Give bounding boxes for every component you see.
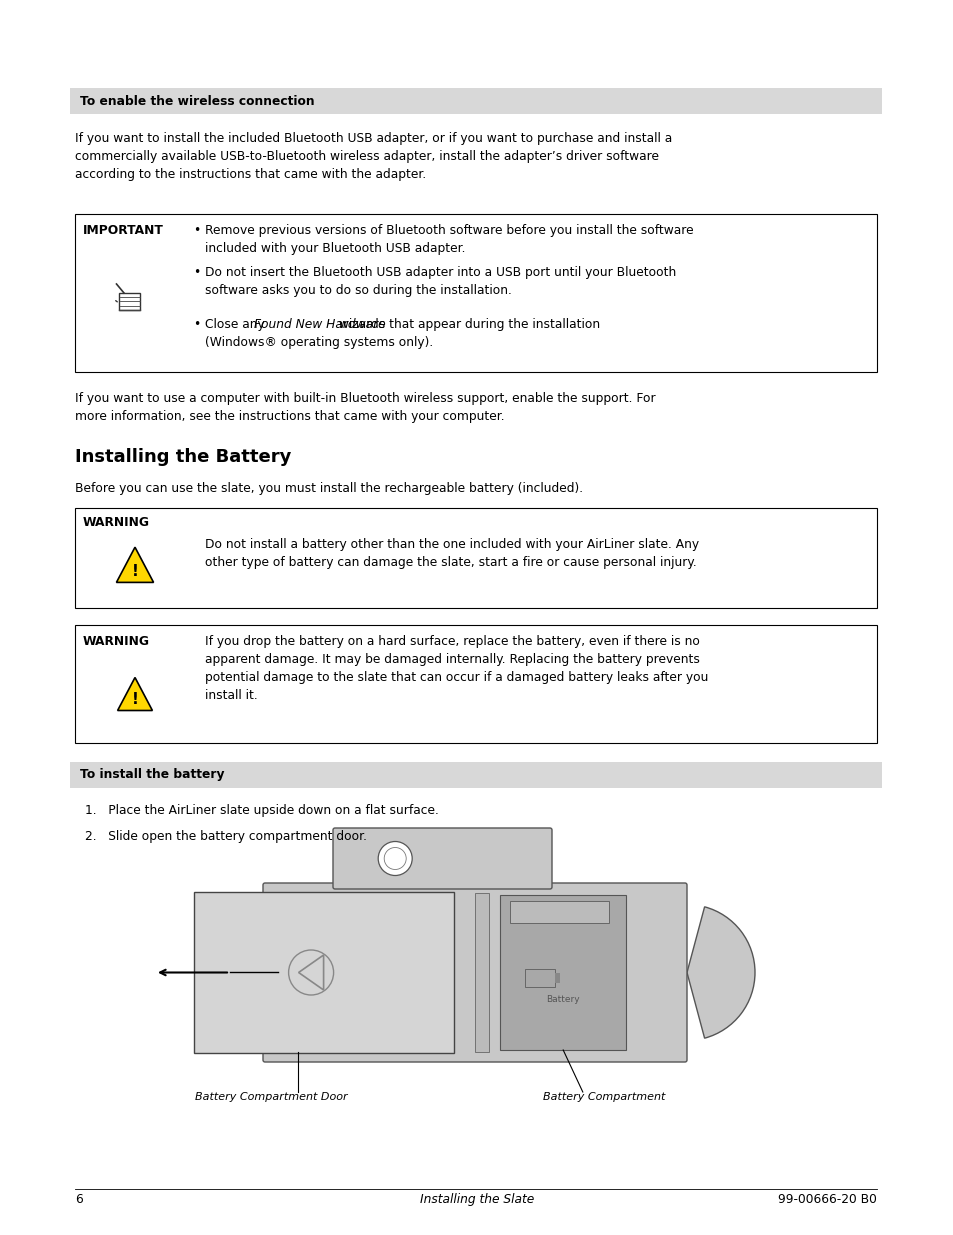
Text: Close any: Close any xyxy=(205,317,269,331)
Text: potential damage to the slate that can occur if a damaged battery leaks after yo: potential damage to the slate that can o… xyxy=(205,671,708,684)
Text: Installing the Battery: Installing the Battery xyxy=(75,448,291,466)
Text: 99-00666-20 B0: 99-00666-20 B0 xyxy=(778,1193,876,1207)
Bar xyxy=(555,973,559,983)
Bar xyxy=(75,508,876,608)
Wedge shape xyxy=(686,906,754,1039)
Text: more information, see the instructions that came with your computer.: more information, see the instructions t… xyxy=(75,410,504,424)
Text: 6: 6 xyxy=(75,1193,83,1207)
Polygon shape xyxy=(116,547,153,583)
Text: Do not install a battery other than the one included with your AirLiner slate. A: Do not install a battery other than the … xyxy=(205,538,699,551)
Text: Battery Compartment Door: Battery Compartment Door xyxy=(194,1092,347,1102)
Text: •: • xyxy=(193,266,200,279)
Text: •: • xyxy=(193,224,200,237)
Text: included with your Bluetooth USB adapter.: included with your Bluetooth USB adapter… xyxy=(205,242,465,254)
Text: If you want to use a computer with built-in Bluetooth wireless support, enable t: If you want to use a computer with built… xyxy=(75,391,655,405)
Text: WARNING: WARNING xyxy=(83,635,150,648)
Text: apparent damage. It may be damaged internally. Replacing the battery prevents: apparent damage. It may be damaged inter… xyxy=(205,653,700,666)
Text: 1.   Place the AirLiner slate upside down on a flat surface.: 1. Place the AirLiner slate upside down … xyxy=(85,804,438,818)
Text: according to the instructions that came with the adapter.: according to the instructions that came … xyxy=(75,168,426,182)
Text: !: ! xyxy=(132,693,138,708)
Text: To enable the wireless connection: To enable the wireless connection xyxy=(80,95,314,107)
Bar xyxy=(510,902,608,923)
FancyBboxPatch shape xyxy=(263,883,686,1062)
Text: WARNING: WARNING xyxy=(83,516,150,529)
Bar xyxy=(475,893,489,1052)
Bar xyxy=(75,625,876,743)
Bar xyxy=(499,895,625,1050)
Text: other type of battery can damage the slate, start a fire or cause personal injur: other type of battery can damage the sla… xyxy=(205,556,696,569)
Bar xyxy=(70,762,882,788)
Bar xyxy=(525,969,555,988)
FancyBboxPatch shape xyxy=(193,892,454,1053)
Text: Installing the Slate: Installing the Slate xyxy=(419,1193,534,1207)
Text: !: ! xyxy=(132,563,138,579)
Text: Before you can use the slate, you must install the rechargeable battery (include: Before you can use the slate, you must i… xyxy=(75,482,582,495)
Polygon shape xyxy=(117,678,152,710)
Text: IMPORTANT: IMPORTANT xyxy=(83,224,164,237)
Text: Do not insert the Bluetooth USB adapter into a USB port until your Bluetooth: Do not insert the Bluetooth USB adapter … xyxy=(205,266,676,279)
Text: If you drop the battery on a hard surface, replace the battery, even if there is: If you drop the battery on a hard surfac… xyxy=(205,635,700,648)
Bar xyxy=(75,214,876,372)
Text: Remove previous versions of Bluetooth software before you install the software: Remove previous versions of Bluetooth so… xyxy=(205,224,693,237)
Bar xyxy=(70,88,882,114)
Circle shape xyxy=(377,841,412,876)
Bar xyxy=(119,293,140,310)
Text: Found New Hardware: Found New Hardware xyxy=(253,317,385,331)
Text: (Windows® operating systems only).: (Windows® operating systems only). xyxy=(205,336,433,350)
Text: software asks you to do so during the installation.: software asks you to do so during the in… xyxy=(205,284,512,296)
Text: To install the battery: To install the battery xyxy=(80,768,224,782)
Text: commercially available USB-to-Bluetooth wireless adapter, install the adapter’s : commercially available USB-to-Bluetooth … xyxy=(75,149,659,163)
Text: Battery: Battery xyxy=(546,995,579,1004)
Text: wizards that appear during the installation: wizards that appear during the installat… xyxy=(335,317,599,331)
Text: 2.   Slide open the battery compartment door.: 2. Slide open the battery compartment do… xyxy=(85,830,367,844)
FancyBboxPatch shape xyxy=(333,827,552,889)
Text: install it.: install it. xyxy=(205,689,257,701)
Text: If you want to install the included Bluetooth USB adapter, or if you want to pur: If you want to install the included Blue… xyxy=(75,132,672,144)
Text: Battery Compartment: Battery Compartment xyxy=(542,1092,664,1102)
Text: •: • xyxy=(193,317,200,331)
